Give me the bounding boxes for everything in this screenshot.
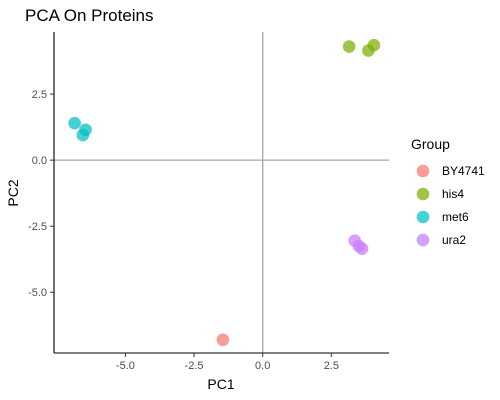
legend-items: BY4741 his4 met6 ura2 bbox=[416, 164, 485, 247]
legend: Group BY4741 his4 met6 ura2 bbox=[411, 136, 485, 247]
y-tick-label: -2.5 bbox=[28, 221, 47, 233]
y-axis-title: PC2 bbox=[5, 179, 21, 206]
x-tick-label: 0.0 bbox=[255, 360, 270, 372]
legend-key-ura2 bbox=[416, 233, 430, 247]
y-tick-label: -5.0 bbox=[28, 287, 47, 299]
legend-key-by4741 bbox=[416, 164, 430, 178]
data-point-by4741 bbox=[216, 333, 230, 347]
data-point-met6 bbox=[68, 116, 81, 130]
data-point-met6 bbox=[76, 128, 90, 142]
legend-label-by4741: BY4741 bbox=[442, 164, 485, 178]
legend-label-his4: his4 bbox=[442, 187, 464, 201]
x-tick-label: -2.5 bbox=[185, 360, 204, 372]
legend-key-met6 bbox=[416, 210, 430, 224]
data-points bbox=[68, 38, 381, 347]
y-tick-label: 0.0 bbox=[32, 155, 47, 167]
y-tick-label: 2.5 bbox=[32, 89, 47, 101]
plot-area bbox=[54, 32, 389, 353]
legend-key-his4 bbox=[416, 187, 430, 201]
data-point-his4 bbox=[367, 38, 381, 52]
data-point-ura2 bbox=[355, 242, 369, 255]
x-axis-ticks: -5.0 -2.5 0.0 2.5 bbox=[116, 353, 339, 372]
x-tick-label: -5.0 bbox=[116, 360, 135, 372]
y-axis-ticks: 2.5 0.0 -2.5 -5.0 bbox=[28, 89, 54, 299]
x-axis-title: PC1 bbox=[207, 376, 234, 392]
legend-label-ura2: ura2 bbox=[442, 233, 466, 247]
chart-title: PCA On Proteins bbox=[25, 6, 154, 25]
legend-title: Group bbox=[411, 136, 450, 152]
data-point-his4 bbox=[342, 40, 356, 53]
legend-label-met6: met6 bbox=[442, 210, 469, 224]
x-tick-label: 2.5 bbox=[324, 360, 339, 372]
